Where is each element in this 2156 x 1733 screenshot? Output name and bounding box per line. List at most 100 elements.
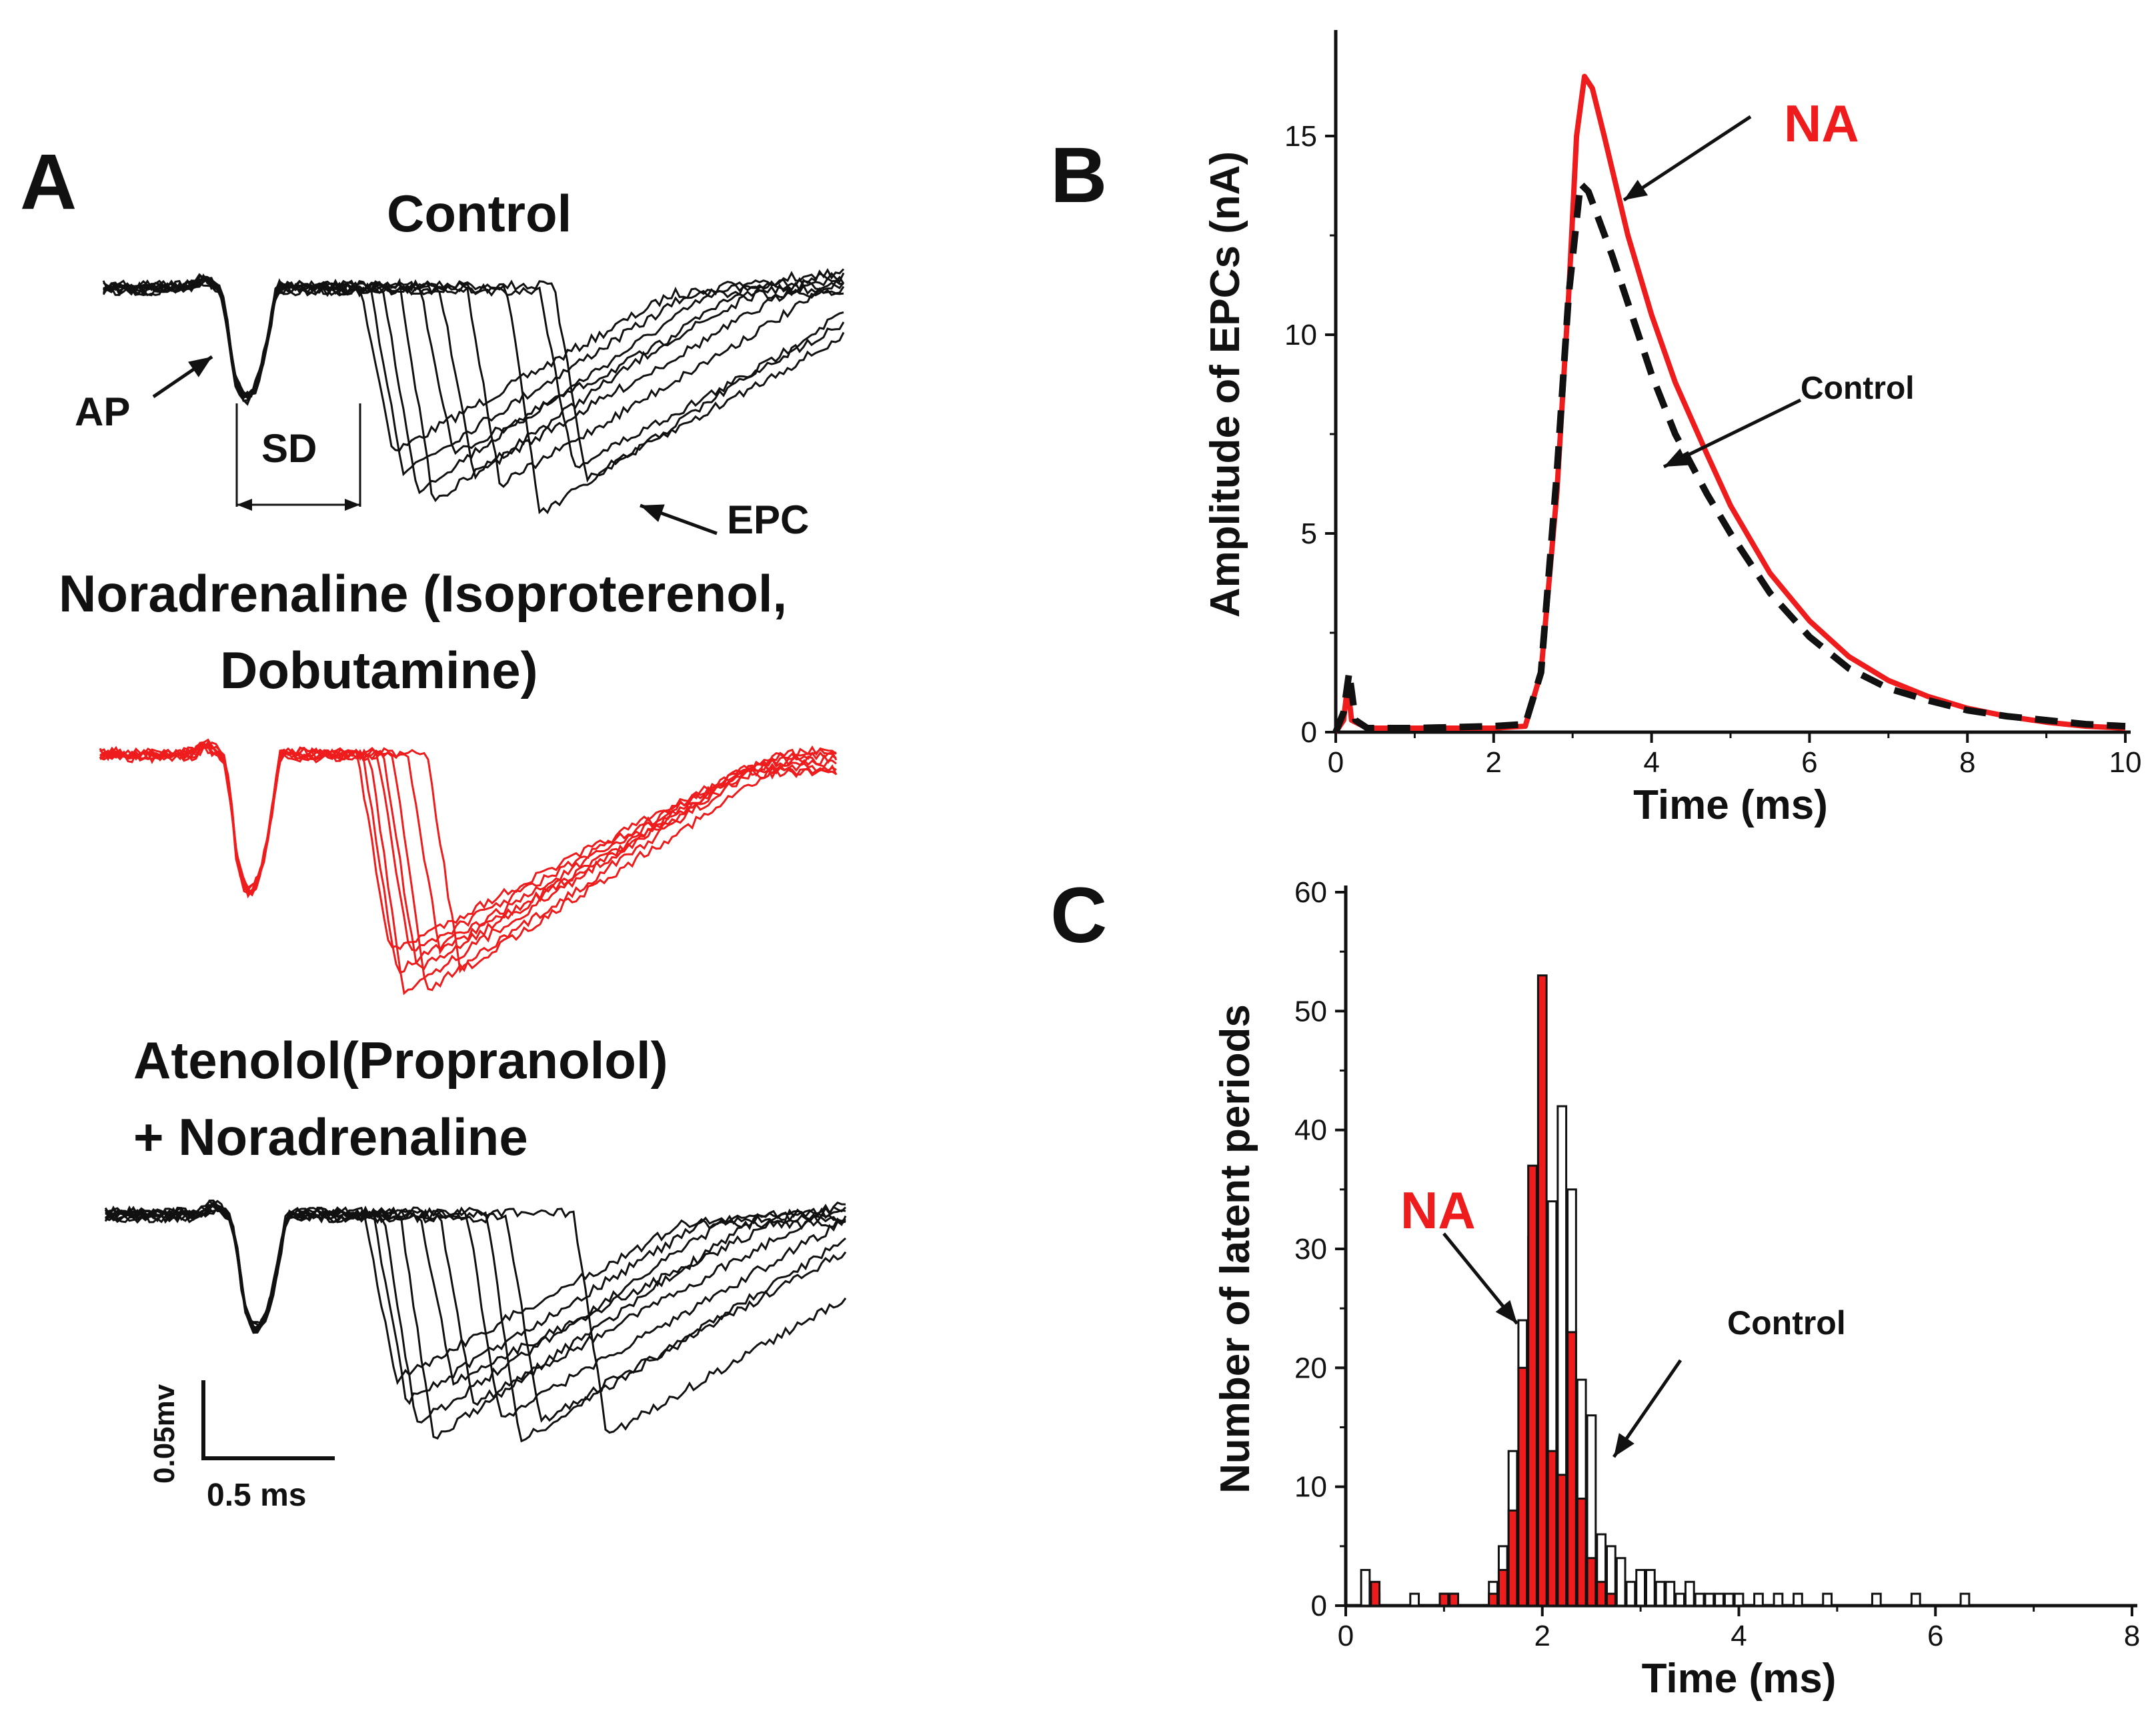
chart-b-series-control: [1332, 180, 2126, 733]
chart-c-y-axis-label: Number of latent periods: [1212, 1004, 1258, 1494]
atenolol-trace: [104, 1204, 847, 1434]
control-trace: [103, 273, 845, 483]
epc-arrow-head: [640, 504, 665, 522]
control-title: Control: [387, 184, 572, 243]
scale-bar-voltage-label: 0.05mv: [148, 1384, 181, 1484]
chart-c-bar: [1536, 974, 1548, 1607]
chart-c-y-tick-label: 40: [1294, 1114, 1327, 1147]
chart-b-na-arrow-shaft: [1623, 115, 1752, 202]
epc-label: EPC: [727, 497, 810, 542]
panel-b-na-label: NA: [1784, 94, 1859, 153]
chart-c-bar: [1723, 1592, 1735, 1607]
chart-c-bar: [1959, 1592, 1971, 1607]
sd-bracket-arrow-right: [345, 499, 360, 511]
chart-c-bar: [1586, 1557, 1597, 1607]
chart-c-bar: [1665, 1580, 1676, 1607]
atenolol-title-line2: + Noradrenaline: [133, 1108, 528, 1166]
panel-c-letter: C: [1050, 872, 1108, 960]
atenolol-title-line1: Atenolol(Propranolol): [133, 1031, 668, 1090]
chart-c-bar: [1773, 1592, 1784, 1607]
chart-c-y-tick-label: 20: [1294, 1352, 1327, 1384]
noradrenaline-title-line2: Dobutamine): [220, 641, 538, 699]
chart-b-x-tick-label: 2: [1486, 746, 1502, 779]
chart-c-control-arrow-head: [1614, 1433, 1635, 1457]
chart-c-bar: [1576, 1498, 1587, 1607]
chart-b-control-arrow-shaft: [1663, 398, 1802, 469]
chart-c-bar: [1566, 1331, 1577, 1607]
control-trace: [102, 279, 845, 495]
chart-b-x-tick-label: 0: [1328, 746, 1344, 779]
chart-c-bar: [1704, 1592, 1715, 1607]
chart-c-bar: [1438, 1592, 1450, 1607]
chart-c-x-tick-label: 4: [1731, 1620, 1747, 1652]
noradrenaline-trace: [99, 745, 838, 992]
chart-c-bar: [1753, 1592, 1764, 1607]
chart-c-y-tick-label: 0: [1311, 1590, 1327, 1622]
noradrenaline-trace: [99, 741, 837, 951]
chart-c-series-na: [1370, 974, 1616, 1607]
chart-c-bar: [1675, 1592, 1685, 1607]
chart-c-x-tick-label: 6: [1927, 1620, 1943, 1652]
panel-a-letter: A: [20, 138, 77, 226]
chart-c-y-tick-label: 60: [1294, 876, 1327, 909]
noradrenaline-trace: [99, 740, 837, 974]
chart-c-bar: [1517, 1366, 1528, 1607]
chart-c-x-tick-label: 2: [1534, 1620, 1550, 1652]
chart-b-na-arrow-head: [1624, 179, 1649, 200]
chart-c-y-tick-label: 10: [1294, 1471, 1327, 1504]
chart-b-control-arrow-head: [1664, 448, 1689, 467]
chart-c-bar: [1596, 1580, 1607, 1607]
chart-c-bar: [1615, 1557, 1627, 1607]
chart-c-latency-histogram: 0 2 4 6 8 0 10 20 30 40 50 60 Time (ms) Number of lat…: [1212, 876, 2140, 1702]
atenolol-trace: [105, 1200, 846, 1386]
chart-b-x-tick-label: 4: [1643, 746, 1659, 779]
panel-b-control-label: Control: [1801, 371, 1915, 406]
chart-b-x-tick-label: 8: [1959, 746, 1975, 779]
chart-b-series-na: [1333, 73, 2126, 734]
ap-arrow-head: [188, 357, 212, 377]
chart-b-y-tick-label: 15: [1284, 120, 1317, 153]
panel-c-na-label: NA: [1400, 1181, 1476, 1240]
noradrenaline-trace: [99, 742, 837, 952]
chart-c-bar: [1497, 1569, 1508, 1607]
chart-c-bar: [1527, 1164, 1538, 1607]
chart-c-bar: [1409, 1592, 1420, 1607]
atenolol-traces: [104, 1199, 847, 1443]
chart-c-bar: [1694, 1592, 1705, 1607]
sd-label: SD: [261, 426, 317, 471]
panel-b-letter: B: [1050, 131, 1108, 219]
chart-c-bar: [1507, 1509, 1518, 1607]
sd-bracket-arrow-left: [237, 499, 252, 511]
chart-c-bar: [1546, 1450, 1558, 1607]
chart-c-bar: [1606, 1592, 1616, 1607]
chart-c-x-tick-label: 8: [2124, 1620, 2140, 1652]
chart-c-bar: [1793, 1592, 1803, 1607]
chart-c-bar: [1822, 1592, 1833, 1607]
control-trace: [103, 271, 845, 455]
chart-c-x-axis-label: Time (ms): [1642, 1656, 1837, 1702]
chart-c-na-arrow-head: [1495, 1300, 1517, 1324]
chart-c-bar: [1733, 1592, 1745, 1607]
chart-c-bar: [1684, 1580, 1695, 1607]
chart-b-x-tick-label: 6: [1801, 746, 1817, 779]
chart-c-bar: [1448, 1592, 1459, 1607]
control-traces: [102, 268, 845, 515]
control-trace: [103, 273, 844, 515]
chart-b-y-tick-label: 0: [1301, 716, 1317, 749]
chart-b-y-tick-label: 10: [1284, 319, 1317, 351]
atenolol-trace: [104, 1206, 847, 1423]
chart-c-bar: [1488, 1592, 1498, 1607]
chart-c-bar: [1635, 1569, 1646, 1607]
chart-c-x-tick-label: 0: [1338, 1620, 1354, 1652]
control-trace: [103, 277, 845, 469]
panel-a-traces: [99, 268, 847, 1460]
chart-c-y-tick-label: 50: [1294, 995, 1327, 1028]
noradrenaline-traces: [99, 738, 838, 996]
chart-b-epc-amplitude: 0 2 4 6 8 10 0 5 10 15 Time (ms) Amplitude of EPCs …: [1202, 30, 2141, 828]
chart-c-bar: [1360, 1569, 1371, 1607]
ap-label: AP: [75, 389, 131, 434]
chart-c-bar: [1714, 1592, 1725, 1607]
chart-b-y-axis-label: Amplitude of EPCs (nA): [1202, 151, 1248, 617]
chart-c-bar: [1655, 1580, 1666, 1607]
